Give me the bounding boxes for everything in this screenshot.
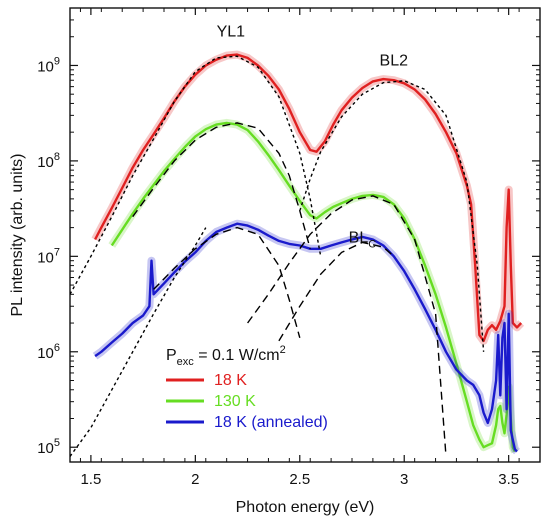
- plot-area-frame: [69, 7, 541, 463]
- fit-curve-dashed-9: [278, 241, 395, 342]
- y-tick-label: 105: [37, 437, 60, 457]
- x-tick-label: 3.5: [498, 471, 519, 488]
- legend: Pexc = 0.1 W/cm2 18 K 130 K 18 K (annealed): [166, 344, 328, 431]
- y-axis-title: PL intensity (arb. units): [9, 153, 26, 316]
- fit-curve-dashed-7: [247, 195, 447, 457]
- series-layer: [70, 50, 525, 457]
- y-tick-label: 109: [37, 55, 60, 75]
- annotation-bl2: BL2: [380, 52, 409, 69]
- axis-layer: 1.5 2 2.5 3 3.5 105 106 107 108 109 Photon energy …: [9, 7, 540, 516]
- legend-title: Pexc = 0.1 W/cm2: [166, 344, 286, 368]
- y-tick-label: 108: [37, 151, 60, 171]
- fit-curve-dashed-8: [153, 226, 301, 338]
- legend-label: 130 K: [214, 393, 256, 410]
- x-tick-label: 2.5: [289, 471, 310, 488]
- annotation-blc: BLC: [349, 229, 377, 250]
- legend-label: 18 K: [214, 372, 247, 389]
- series-line-18-k-annealed-: [94, 222, 518, 453]
- x-tick-label: 1.5: [80, 471, 101, 488]
- y-tick-label: 107: [37, 246, 60, 266]
- series-line-130-k: [110, 121, 516, 453]
- y-tick-label: 106: [37, 342, 60, 362]
- legend-label: 18 K (annealed): [214, 414, 328, 431]
- x-axis-title: Photon energy (eV): [236, 499, 375, 516]
- fit-curve-dotted-4: [299, 80, 485, 352]
- fit-curve-dotted-5: [70, 227, 207, 457]
- annotation-yl1: YL1: [217, 24, 246, 41]
- x-tick-label: 2: [191, 471, 199, 488]
- fit-curve-dashed-6: [132, 122, 311, 249]
- x-tick-label: 3: [400, 471, 408, 488]
- annotation-layer: YL1 BL2 BLC: [217, 24, 409, 251]
